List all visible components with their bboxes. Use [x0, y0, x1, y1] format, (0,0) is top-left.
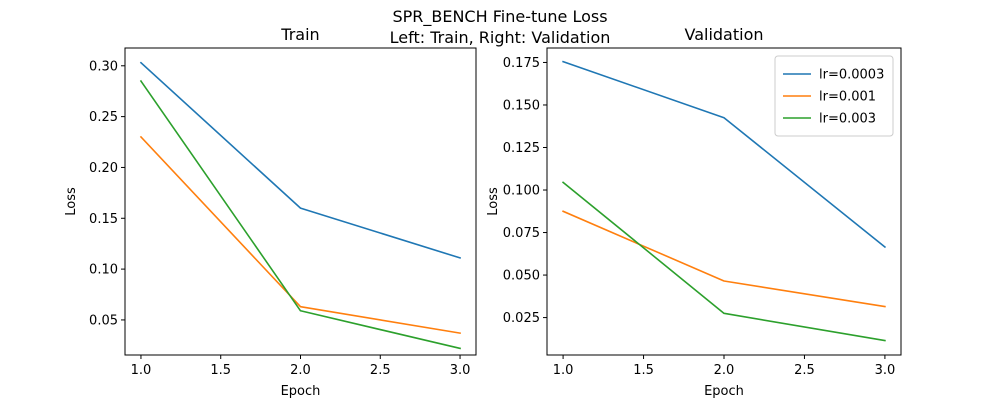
train-y-tick-label: 0.05 [89, 313, 118, 328]
legend-label: lr=0.001 [819, 90, 876, 105]
train-series-line-lr-0-003 [139, 79, 462, 350]
validation-series-line-lr-0-003 [561, 181, 886, 342]
validation-y-tick-label: 0.025 [503, 311, 540, 326]
train-x-tick-label: 1.5 [210, 363, 231, 378]
validation-y-tick-label: 0.050 [503, 269, 540, 284]
legend-box [774, 55, 894, 137]
figure-title-line1: SPR_BENCH Fine-tune Loss [392, 7, 607, 27]
validation-y-tick-label: 0.175 [503, 56, 540, 71]
figure-title-line2: Left: Train, Right: Validation [390, 28, 611, 47]
validation-panel-title: Validation [684, 25, 763, 44]
validation-x-tick-label: 1.5 [633, 363, 654, 378]
validation-x-tick-label: 1.0 [553, 363, 574, 378]
validation-x-axis-label: Epoch [704, 384, 744, 399]
train-x-tick-label: 1.0 [131, 363, 152, 378]
train-y-tick-label: 0.15 [89, 212, 118, 227]
train-axes-frame [124, 47, 477, 356]
train-y-axis-label: Loss [64, 187, 79, 216]
validation-x-tick-label: 3.0 [875, 363, 896, 378]
validation-x-tick-label: 2.5 [794, 363, 815, 378]
train-y-tick-label: 0.25 [89, 110, 118, 125]
legend-label: lr=0.003 [819, 112, 876, 127]
train-series-line-lr-0-0003 [139, 61, 462, 259]
validation-y-tick-label: 0.075 [503, 226, 540, 241]
train-x-axis-label: Epoch [281, 384, 321, 399]
train-panel-title: Train [280, 25, 319, 44]
validation-x-tick-label: 2.0 [714, 363, 735, 378]
validation-y-tick-label: 0.150 [503, 98, 540, 113]
train-y-tick-label: 0.10 [89, 263, 118, 278]
train-y-tick-label: 0.30 [89, 59, 118, 74]
train-series-line-lr-0-001 [139, 135, 461, 335]
train-y-tick-label: 0.20 [89, 161, 118, 176]
validation-y-tick-label: 0.125 [503, 141, 540, 156]
validation-series-line-lr-0-001 [562, 210, 886, 308]
validation-legend: lr=0.0003 lr=0.001 lr=0.003 [774, 55, 894, 137]
validation-panel: Validation 1.0 1.5 2.0 2.5 3.0 0.025 0.050 0.075… [486, 25, 902, 399]
validation-y-axis-label: Loss [486, 187, 501, 216]
train-x-tick-label: 2.5 [370, 363, 391, 378]
validation-y-tick-label: 0.100 [503, 184, 540, 199]
train-x-tick-label: 2.0 [290, 363, 311, 378]
train-x-tick-label: 3.0 [450, 363, 471, 378]
legend-label: lr=0.0003 [819, 68, 884, 83]
validation-series-line-lr-0-0003 [562, 60, 887, 249]
train-panel: Train 1.0 1.5 2.0 2.5 3.0 0.05 0.10 0.15 0.20 0.25… [64, 25, 477, 399]
